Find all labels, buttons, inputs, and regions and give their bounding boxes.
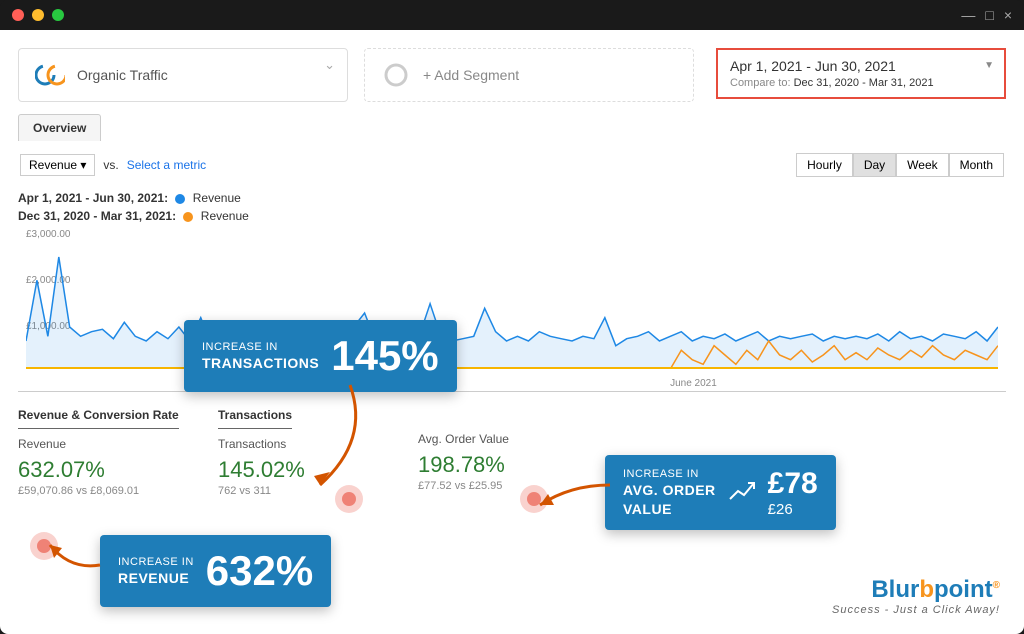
legend-compare-series: Revenue (201, 209, 249, 223)
pulse-icon (30, 532, 58, 560)
minimize-button[interactable]: — (961, 7, 975, 23)
add-segment-button[interactable]: + Add Segment (364, 48, 694, 102)
metric-title: Transactions (218, 437, 398, 451)
metric-title: Avg. Order Value (418, 432, 598, 446)
brand-tagline: Success - Just a Click Away! (832, 604, 1000, 616)
metric-sub: £59,070.86 vs £8,069.01 (18, 485, 198, 497)
metric-pct: 198.78% (418, 452, 598, 478)
chart-baseline (26, 367, 998, 369)
legend-compare-range: Dec 31, 2020 - Mar 31, 2021: (18, 209, 176, 223)
revenue-chart: £3,000.00 £2,000.00 £1,000.00 May 2021 J… (18, 229, 1006, 389)
trend-up-icon (728, 477, 756, 508)
close-button[interactable]: × (1004, 7, 1012, 23)
maximize-dot-icon[interactable] (52, 9, 64, 21)
add-segment-icon (381, 60, 411, 90)
date-compare: Dec 31, 2020 - Mar 31, 2021 (794, 77, 934, 89)
callout-value: 632% (206, 547, 313, 595)
metric-sub: £77.52 vs £25.95 (418, 480, 598, 492)
legend-primary-range: Apr 1, 2021 - Jun 30, 2021: (18, 191, 168, 205)
callout-transactions: INCREASE INTRANSACTIONS 145% (184, 320, 457, 392)
segment-icon (35, 60, 65, 90)
brand-logo: Blurbpoint® Success - Just a Click Away! (832, 576, 1000, 616)
grain-month[interactable]: Month (949, 153, 1004, 177)
callout-revenue: INCREASE INREVENUE 632% (100, 535, 331, 607)
legend-primary-series: Revenue (193, 191, 241, 205)
pulse-icon (335, 485, 363, 513)
grain-week[interactable]: Week (896, 153, 948, 177)
titlebar: — □ × (0, 0, 1024, 30)
metric-pct: 632.07% (18, 457, 198, 483)
close-dot-icon[interactable] (12, 9, 24, 21)
granularity-switch: Hourly Day Week Month (796, 153, 1004, 177)
window: — □ × Organic Traffic ⌄ + Add Segment Ap… (0, 0, 1024, 634)
panel-revenue: Revenue & Conversion Rate Revenue 632.07… (18, 392, 218, 497)
content: Organic Traffic ⌄ + Add Segment Apr 1, 2… (0, 30, 1024, 634)
grain-hourly[interactable]: Hourly (796, 153, 853, 177)
top-row: Organic Traffic ⌄ + Add Segment Apr 1, 2… (18, 48, 1006, 102)
panel-header-revenue: Revenue & Conversion Rate (18, 402, 179, 429)
tab-bar: Overview (18, 114, 1006, 141)
legend-compare-dot (183, 212, 193, 222)
chevron-down-icon: ⌄ (324, 57, 335, 73)
chevron-down-icon: ▼ (984, 60, 994, 71)
date-compare-prefix: Compare to: (730, 77, 791, 89)
xlabel: June 2021 (670, 378, 717, 389)
panel-aov: Avg. Order Value 198.78% £77.52 vs £25.9… (418, 392, 618, 497)
maximize-button[interactable]: □ (985, 7, 993, 23)
select-metric-link[interactable]: Select a metric (127, 158, 206, 172)
date-range-selector[interactable]: Apr 1, 2021 - Jun 30, 2021 Compare to: D… (716, 48, 1006, 99)
legend-primary-dot (175, 194, 185, 204)
add-segment-label: + Add Segment (423, 67, 519, 83)
date-compare-row: Compare to: Dec 31, 2020 - Mar 31, 2021 (730, 77, 974, 89)
metric-dropdown[interactable]: Revenue ▾ (20, 154, 95, 176)
chart-controls: Revenue ▾ vs. Select a metric Hourly Day… (18, 153, 1006, 177)
panel-transactions: Transactions Transactions 145.02% 762 vs… (218, 392, 418, 497)
panel-header-transactions: Transactions (218, 402, 292, 429)
callout-aov-bottom: £26 (768, 501, 818, 518)
metrics-row: Revenue & Conversion Rate Revenue 632.07… (18, 391, 1006, 497)
pulse-icon (520, 485, 548, 513)
callout-aov-top: £78 (768, 467, 818, 501)
grain-day[interactable]: Day (853, 153, 896, 177)
chart-legend: Apr 1, 2021 - Jun 30, 2021: Revenue Dec … (18, 191, 1006, 223)
date-primary: Apr 1, 2021 - Jun 30, 2021 (730, 58, 974, 74)
segment-selector[interactable]: Organic Traffic ⌄ (18, 48, 348, 102)
metric-pct: 145.02% (218, 457, 398, 483)
tab-overview[interactable]: Overview (18, 114, 101, 141)
callout-value: 145% (331, 332, 438, 380)
minimize-dot-icon[interactable] (32, 9, 44, 21)
segment-label: Organic Traffic (77, 67, 168, 83)
callout-aov: INCREASE INAVG. ORDERVALUE £78£26 (605, 455, 836, 530)
traffic-lights (12, 9, 64, 21)
metric-title: Revenue (18, 437, 198, 451)
chart-plot (26, 229, 998, 369)
metric-sub: 762 vs 311 (218, 485, 398, 497)
window-controls: — □ × (961, 7, 1012, 23)
vs-label: vs. (103, 158, 118, 172)
